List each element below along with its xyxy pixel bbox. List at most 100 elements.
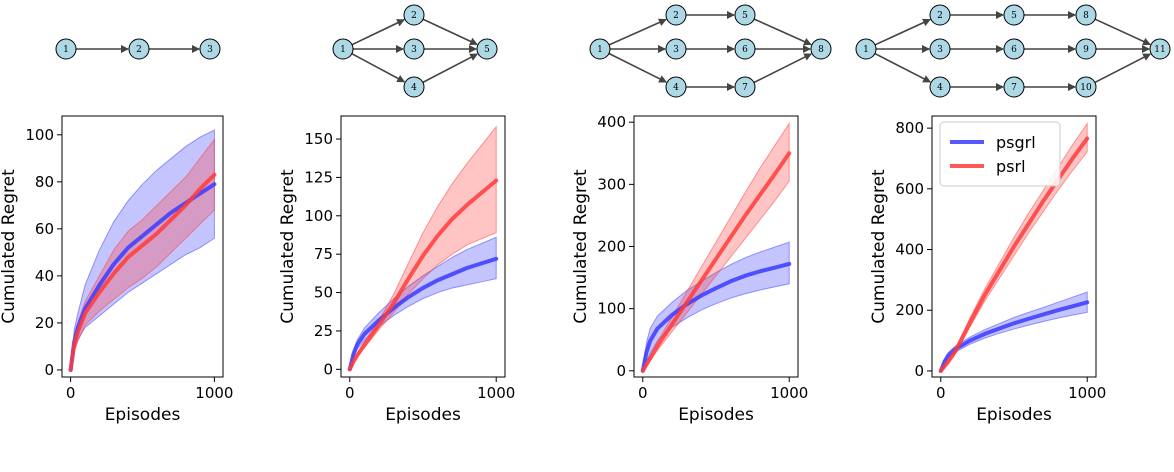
y-tick-label: 100 — [25, 126, 54, 144]
graph-node — [403, 76, 425, 98]
y-tick-label: 75 — [314, 245, 333, 263]
legend-box — [939, 121, 1061, 187]
graph-edge — [608, 52, 668, 83]
y-axis-title: Cumulated Regret — [571, 169, 591, 324]
graph-node-label: 4 — [411, 83, 417, 93]
plot-frame — [340, 115, 506, 378]
graph-node — [332, 38, 354, 60]
graph-node-label: 4 — [673, 83, 679, 93]
x-tick-label: 1000 — [477, 384, 515, 402]
y-axis-title: Cumulated Regret — [278, 169, 298, 324]
y-tick-label: 400 — [597, 113, 626, 131]
y-tick-label: 0 — [616, 362, 626, 380]
graph-node-label: 2 — [411, 11, 417, 21]
graph-edge — [422, 18, 478, 46]
x-tick-label: 0 — [936, 384, 946, 402]
graph-edge — [351, 53, 406, 83]
series-line-psgrl — [640, 261, 792, 373]
graph-node-label: 5 — [484, 45, 490, 55]
y-tick-label: 20 — [35, 314, 54, 332]
graph-node — [128, 38, 150, 60]
graph-edge — [753, 53, 813, 84]
plot-frame — [931, 115, 1097, 378]
graph-edge — [351, 19, 405, 46]
graph-edge — [753, 18, 812, 46]
graph-node — [1075, 38, 1097, 60]
series-line-psgrl — [938, 300, 1090, 373]
graph-node — [1003, 38, 1025, 60]
graph-diagram-3: 1 2 3 4 5 6 7 8 — [589, 4, 832, 98]
x-axis-title: Episodes — [105, 405, 181, 425]
y-tick-label: 0 — [44, 361, 54, 379]
graph-node — [929, 76, 951, 98]
plot-frame — [61, 115, 224, 378]
chart-panel-2: 0 25 50 75 100 125 150 0 1000 Episodes Cumulated R… — [278, 115, 515, 425]
graph-node — [403, 4, 425, 26]
graph-edge — [608, 18, 667, 46]
graph-node-label: 2 — [136, 45, 142, 55]
y-axis-title: Cumulated Regret — [0, 169, 19, 324]
y-tick-label: 800 — [895, 119, 924, 137]
graph-node-label: 4 — [937, 83, 943, 93]
y-tick-label: 0 — [914, 362, 924, 380]
graph-diagram-1: 1 2 3 — [55, 38, 221, 60]
graph-diagram-4: 1 2 3 4 5 6 7 8 9 10 11 — [855, 4, 1171, 98]
graph-node-label: 10 — [1080, 83, 1092, 93]
graph-node-label: 3 — [673, 45, 679, 55]
graph-node — [1075, 4, 1097, 26]
graph-node-label: 5 — [742, 11, 748, 21]
legend: psgrl psrl — [939, 121, 1061, 187]
confidence-band-psgrl — [940, 291, 1088, 372]
y-tick-label: 600 — [895, 180, 924, 198]
legend-label-psrl: psrl — [996, 157, 1026, 176]
chart-panel-4: 0 200 400 600 800 0 1000 Episodes Cumulated Regr… — [869, 115, 1106, 425]
graph-node-label: 5 — [1011, 11, 1017, 21]
series-line-psrl — [640, 151, 792, 373]
graph-node — [734, 38, 756, 60]
y-tick-label: 150 — [304, 130, 333, 148]
graph-node — [929, 38, 951, 60]
confidence-band-psrl — [70, 138, 215, 371]
graph-node-label: 8 — [1083, 11, 1089, 21]
graph-edge — [1094, 18, 1151, 46]
graph-node — [589, 38, 611, 60]
y-tick-label: 300 — [597, 175, 626, 193]
graph-node — [734, 76, 756, 98]
graph-node-label: 11 — [1154, 45, 1165, 55]
series-line-psrl — [347, 178, 499, 372]
graph-node-label: 1 — [340, 45, 346, 55]
y-tick-label: 100 — [597, 300, 626, 318]
graph-node-label: 3 — [207, 45, 213, 55]
graph-node — [929, 4, 951, 26]
x-tick-label: 0 — [66, 384, 76, 402]
graph-node-label: 1 — [597, 45, 603, 55]
graph-node — [855, 38, 877, 60]
x-tick-label: 0 — [638, 384, 648, 402]
y-tick-label: 100 — [304, 207, 333, 225]
graph-node — [665, 4, 687, 26]
graph-node — [734, 4, 756, 26]
graph-edge — [874, 52, 932, 83]
y-tick-label: 125 — [304, 168, 333, 186]
graph-node — [403, 38, 425, 60]
graph-node-label: 9 — [1083, 45, 1089, 55]
graph-node — [665, 38, 687, 60]
graph-edge — [422, 53, 479, 84]
y-tick-label: 60 — [35, 220, 54, 238]
graph-node — [55, 38, 77, 60]
graph-node-label: 3 — [937, 45, 943, 55]
x-tick-label: 1000 — [1068, 384, 1106, 402]
graph-node-label: 2 — [937, 11, 943, 21]
x-tick-label: 1000 — [770, 384, 808, 402]
graph-diagram-2: 1 2 3 4 5 — [332, 4, 498, 98]
graph-diagrams: 1 2 3 1 2 3 4 5 1 2 3 4 5 6 7 8 1 2 3 4 5 6 7 8 9 10 11 — [55, 4, 1171, 98]
y-tick-label: 40 — [35, 267, 54, 285]
graph-node — [1149, 38, 1171, 60]
graph-node — [199, 38, 221, 60]
graph-node-label: 1 — [63, 45, 69, 55]
graph-node-label: 2 — [673, 11, 679, 21]
graph-node — [1075, 76, 1097, 98]
